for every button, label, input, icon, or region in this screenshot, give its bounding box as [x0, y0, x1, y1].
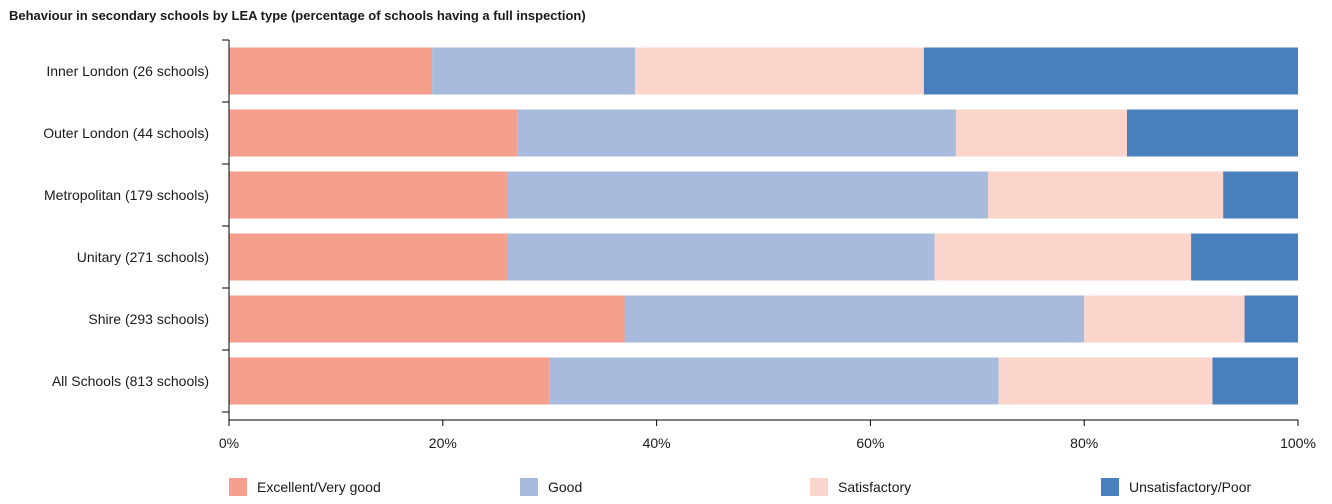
bar-good-3 [507, 234, 935, 281]
bar-unsatisfactory-poor-0 [924, 48, 1298, 95]
category-label: Shire (293 schools) [88, 311, 209, 327]
x-tick-label: 80% [1070, 435, 1098, 451]
legend-label: Excellent/Very good [257, 479, 381, 495]
bar-satisfactory-3 [935, 234, 1192, 281]
bar-good-1 [518, 110, 956, 157]
bar-satisfactory-2 [988, 172, 1223, 219]
legend-label: Satisfactory [838, 479, 911, 495]
legend-label: Good [548, 479, 582, 495]
bar-satisfactory-0 [635, 48, 924, 95]
category-label: Inner London (26 schools) [46, 63, 209, 79]
bar-excellent-very-good-3 [229, 234, 507, 281]
bar-unsatisfactory-poor-1 [1127, 110, 1298, 157]
bar-unsatisfactory-poor-5 [1212, 358, 1298, 405]
legend: Excellent/Very good Good Satisfactory Unsat… [229, 478, 1251, 496]
legend-swatch [520, 478, 538, 496]
bar-good-0 [432, 48, 635, 95]
category-label: All Schools (813 schools) [52, 373, 209, 389]
bar-good-4 [625, 296, 1085, 343]
legend-swatch [810, 478, 828, 496]
bar-good-2 [507, 172, 988, 219]
category-label: Outer London (44 schools) [43, 125, 209, 141]
bar-satisfactory-4 [1084, 296, 1244, 343]
bar-excellent-very-good-1 [229, 110, 518, 157]
bar-excellent-very-good-4 [229, 296, 625, 343]
bar-unsatisfactory-poor-4 [1245, 296, 1298, 343]
x-tick-label: 100% [1280, 435, 1316, 451]
bar-good-5 [550, 358, 999, 405]
legend-label: Unsatisfactory/Poor [1129, 479, 1251, 495]
bar-unsatisfactory-poor-2 [1223, 172, 1298, 219]
x-tick-label: 20% [429, 435, 457, 451]
category-label: Unitary (271 schools) [77, 249, 209, 265]
x-tick-label: 40% [643, 435, 671, 451]
x-tick-label: 60% [856, 435, 884, 451]
x-tick-label: 0% [219, 435, 239, 451]
bar-unsatisfactory-poor-3 [1191, 234, 1298, 281]
legend-swatch [1101, 478, 1119, 496]
legend-swatch [229, 478, 247, 496]
bar-excellent-very-good-5 [229, 358, 550, 405]
bar-excellent-very-good-0 [229, 48, 432, 95]
bar-satisfactory-1 [956, 110, 1127, 157]
bar-satisfactory-5 [999, 358, 1213, 405]
bars-group [229, 48, 1298, 405]
bar-excellent-very-good-2 [229, 172, 507, 219]
category-label: Metropolitan (179 schools) [44, 187, 209, 203]
